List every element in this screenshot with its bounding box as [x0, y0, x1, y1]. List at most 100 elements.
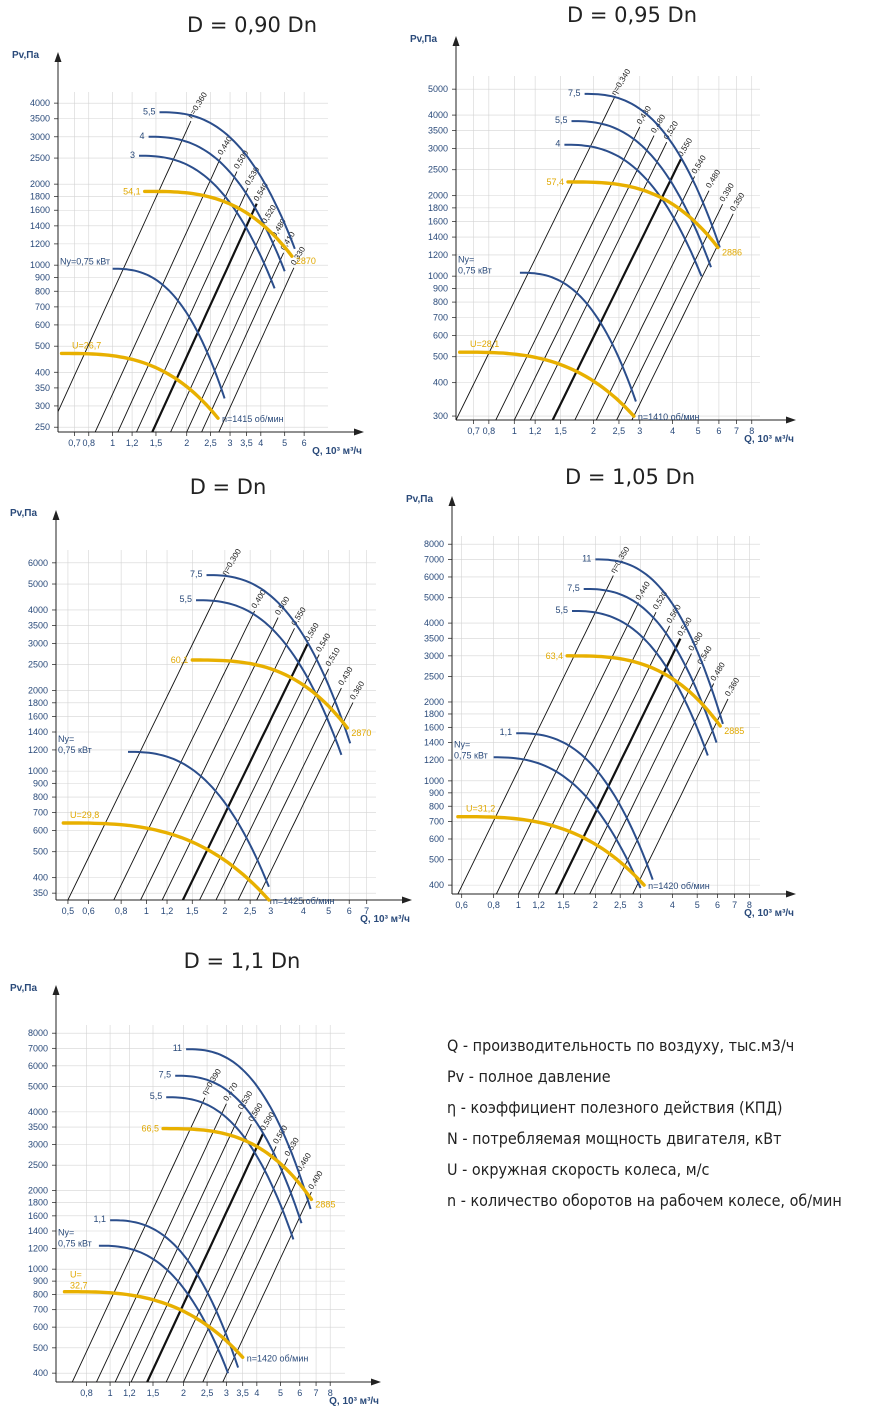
eta-line [181, 643, 309, 900]
eta-label: 0,540 [690, 153, 709, 175]
eta-line [201, 252, 285, 432]
curves [456, 97, 734, 420]
x-tick-label: 7 [732, 900, 737, 910]
x-tick-label: 8 [747, 900, 752, 910]
power-curve-label: 5,5 [150, 1091, 163, 1101]
x-tick-label: 0,8 [82, 438, 95, 448]
y-tick-label: 2000 [28, 1186, 48, 1196]
y-tick-label: 500 [433, 352, 448, 362]
y-tick-label: 8000 [28, 1028, 48, 1038]
x-axis-label: Q, 10³ м³/ч [360, 914, 410, 925]
x-tick-label: 1,5 [186, 906, 199, 916]
y-tick-label: 500 [429, 855, 444, 865]
y-tick-label: 800 [33, 1289, 48, 1299]
y-tick-label: 8000 [424, 539, 444, 549]
x-tick-label: 0,8 [483, 426, 496, 436]
speed-curve [190, 658, 349, 730]
y-tick-label: 1800 [28, 698, 48, 708]
power-curve-label: Ny=0,75 кВт [454, 739, 488, 760]
y-tick-label: 900 [35, 273, 50, 283]
eta-label: 0,430 [336, 665, 355, 687]
x-tick-label: 1,2 [161, 906, 174, 916]
power-curve [595, 558, 724, 725]
x-tick-label: 5 [282, 438, 287, 448]
x-tick-label: 1,2 [126, 438, 139, 448]
x-tick-label: 2 [222, 906, 227, 916]
power-curve-label: 4 [140, 131, 145, 141]
eta-line [199, 654, 320, 900]
y-tick-label: 800 [35, 286, 50, 296]
y-tick-label: 1000 [28, 1264, 48, 1274]
y-tick-label: 1600 [30, 205, 50, 215]
power-curve-label: Ny=0,75 кВт [58, 734, 92, 755]
x-tick-label: 8 [328, 1388, 333, 1398]
power-curve [196, 599, 343, 756]
y-tick-label: 1600 [424, 722, 444, 732]
eta-line [140, 617, 279, 900]
power-curve-label: 7,5 [159, 1070, 172, 1080]
power-curve-label: Ny=0,75 кВт [60, 257, 110, 267]
y-tick-label: 350 [35, 383, 50, 393]
eta-line [574, 176, 696, 420]
power-curve [128, 750, 270, 888]
x-tick-label: 1,2 [123, 1388, 136, 1398]
y-tick-label: 2000 [30, 179, 50, 189]
y-tick-label: 1000 [30, 260, 50, 270]
x-tick-label: 1,5 [147, 1388, 160, 1398]
y-tick-label: 900 [433, 283, 448, 293]
y-tick-label: 1400 [428, 232, 448, 242]
x-tick-label: 5 [696, 426, 701, 436]
eta-label: 0,520 [662, 119, 681, 141]
y-tick-label: 6000 [28, 1061, 48, 1071]
x-tick-label: 6 [716, 426, 721, 436]
y-tick-label: 800 [433, 297, 448, 307]
chart-title: D = Dn [190, 475, 267, 499]
power-curve [186, 1048, 312, 1210]
power-curve [148, 135, 286, 272]
y-tick-label: 1800 [28, 1197, 48, 1207]
x-tick-label: 2 [181, 1388, 186, 1398]
y-tick-label: 1000 [28, 766, 48, 776]
speed-curve [161, 1126, 314, 1202]
eta-line [170, 225, 266, 432]
y-tick-label: 1000 [428, 271, 448, 281]
eta-line [113, 610, 256, 900]
eta-line [573, 653, 692, 894]
speed-curve-end-label: 2870 [296, 256, 316, 266]
speed-curve [565, 654, 722, 728]
chart-panel-2: D = 0,95 Dn30040050060070080090010001200… [410, 3, 796, 445]
y-tick-label: 3500 [428, 126, 448, 136]
x-tick-label: 2,5 [244, 906, 257, 916]
power-curve [175, 1074, 303, 1224]
y-tick-label: 300 [433, 411, 448, 421]
power-curve-label: 7,5 [190, 569, 203, 579]
eta-line [554, 638, 682, 894]
y-tick-label: 7000 [28, 1043, 48, 1053]
y-tick-label: 600 [429, 834, 444, 844]
y-tick-label: 3000 [30, 132, 50, 142]
power-curve-label: Ny=0,75 кВт [458, 255, 492, 276]
y-tick-label: 1400 [28, 727, 48, 737]
chart-panel-4: D = 1,05 Dn40050060070080090010001200140… [406, 465, 796, 919]
y-axis-label: Pv,Па [406, 494, 433, 505]
y-tick-label: 1800 [30, 191, 50, 201]
x-tick-label: 7 [314, 1388, 319, 1398]
y-tick-label: 500 [35, 341, 50, 351]
legend-item-n-power: N - потребляемая мощность двигателя, кВт [447, 1129, 782, 1148]
x-axis-arrow [786, 416, 796, 424]
x-axis-label: Q, 10³ м³/ч [744, 908, 794, 919]
speed-curve [59, 351, 220, 420]
y-tick-label: 2000 [28, 686, 48, 696]
speed-curve [61, 821, 271, 902]
power-curve [110, 1219, 240, 1368]
y-axis-arrow [452, 36, 460, 46]
y-tick-label: 5000 [428, 84, 448, 94]
power-curve-label: 5,5 [555, 115, 568, 125]
speed-curve-end-label: n=1425 об/мин [273, 896, 335, 906]
power-curve-label: 3 [130, 150, 135, 160]
eta-label: 0,530 [243, 165, 262, 187]
x-tick-label: 3,5 [240, 438, 253, 448]
speed-curve [62, 1289, 245, 1360]
x-tick-label: 2,5 [614, 900, 627, 910]
speed-curve-end-label: 2885 [724, 726, 744, 736]
